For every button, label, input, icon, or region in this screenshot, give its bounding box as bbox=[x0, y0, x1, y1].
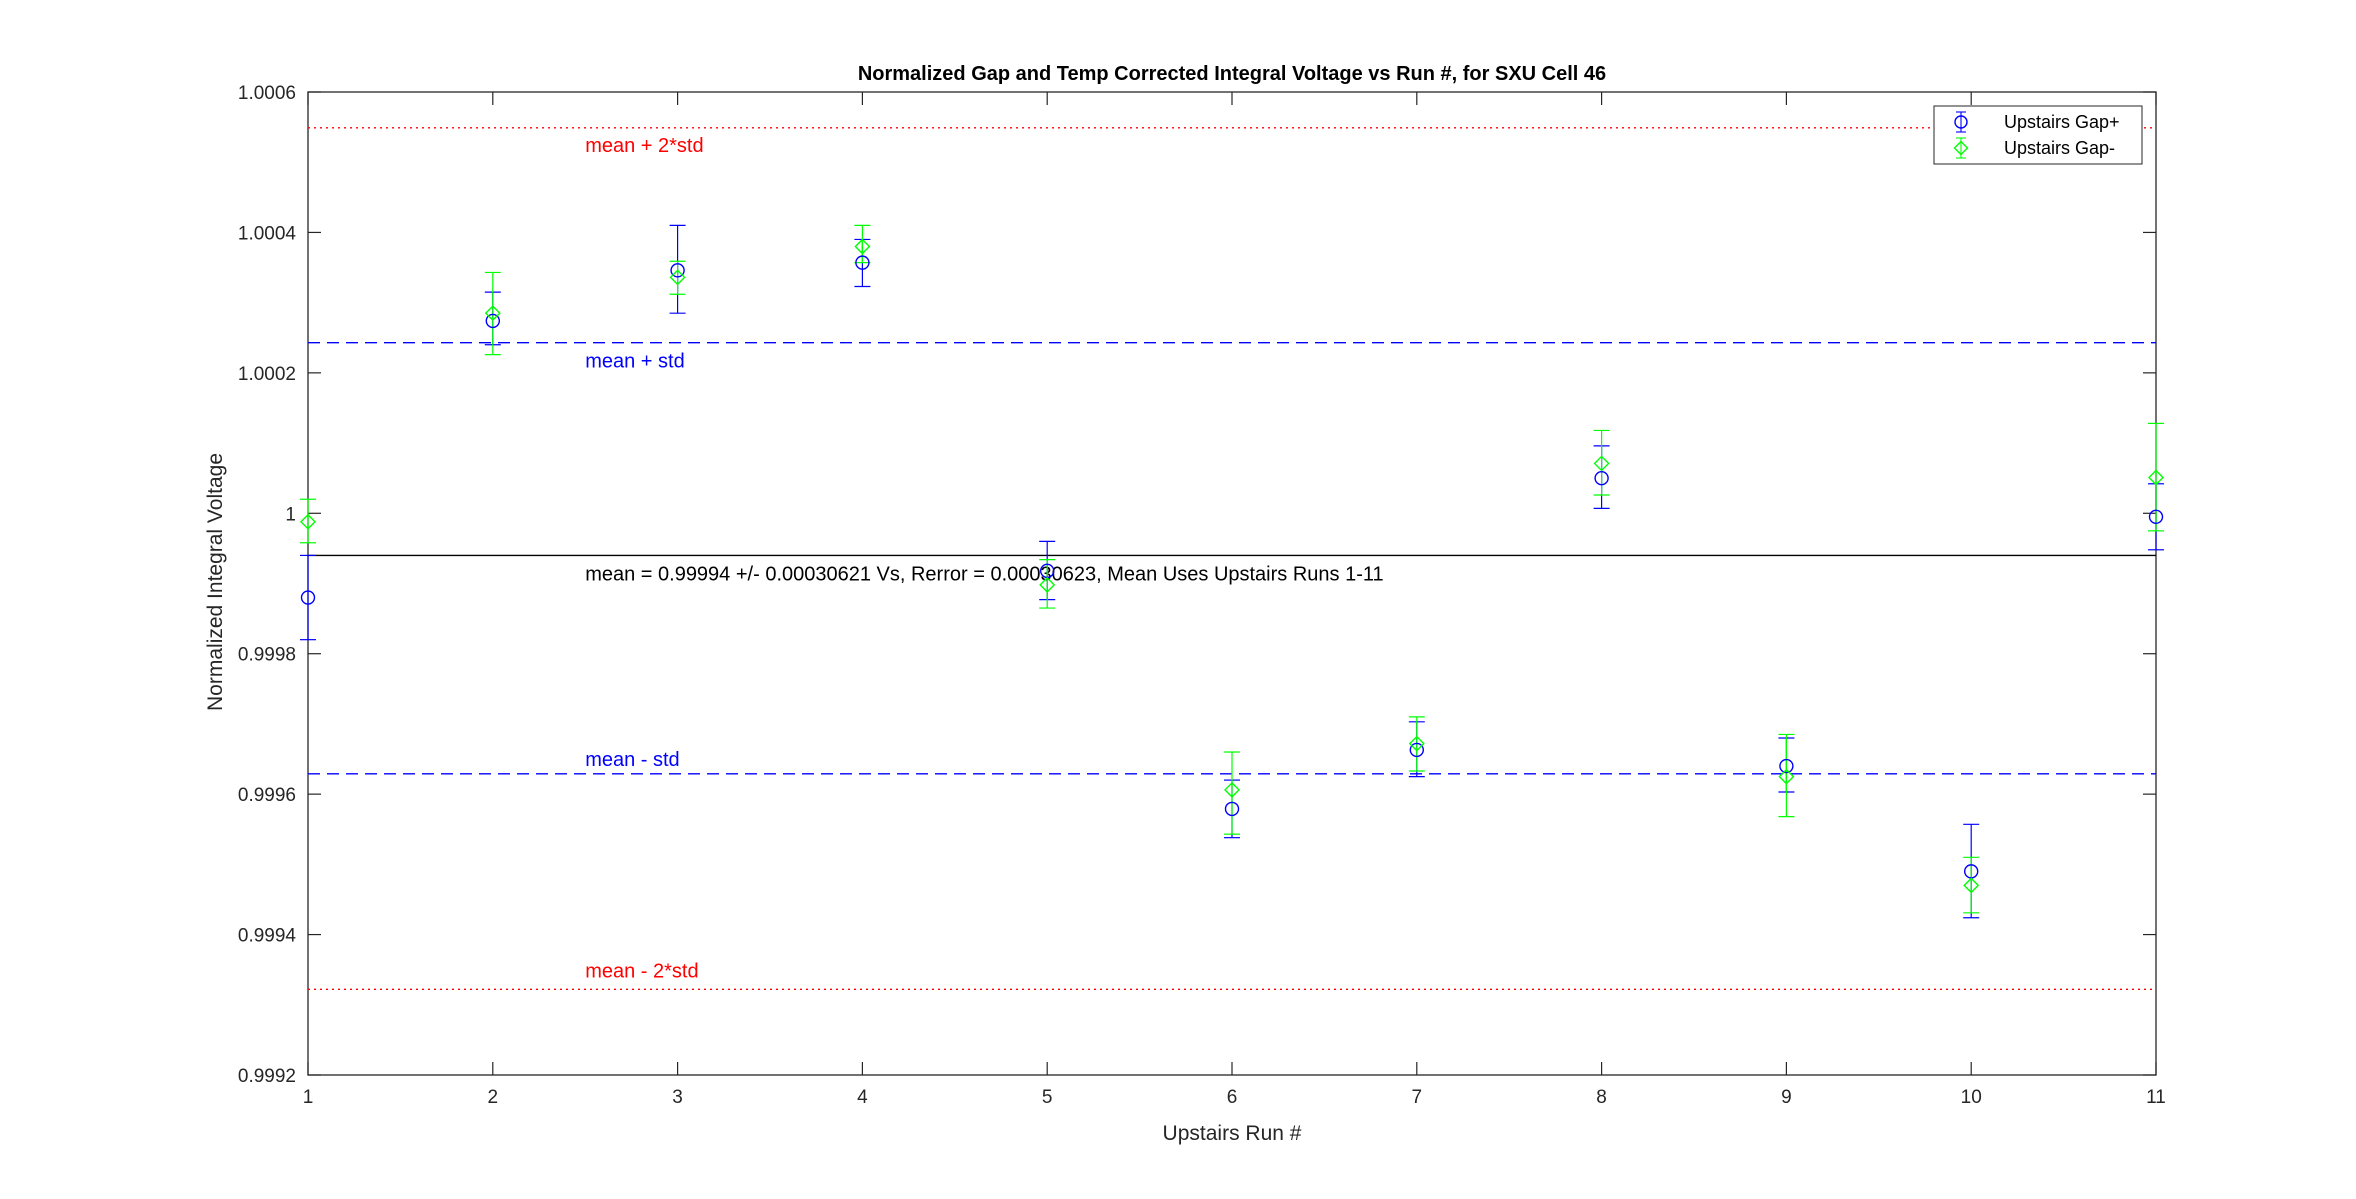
x-tick-label: 6 bbox=[1227, 1087, 1238, 1108]
y-tick-label: 0.9992 bbox=[238, 1066, 296, 1087]
gap-plus-point bbox=[1779, 758, 1794, 774]
gap-minus-point bbox=[1408, 735, 1425, 752]
mean-plus-std-label: mean + std bbox=[585, 351, 685, 373]
gap-plus-point bbox=[485, 313, 500, 329]
gap-plus-point bbox=[2148, 509, 2164, 524]
gap-plus-point bbox=[670, 263, 685, 278]
legend-box bbox=[1933, 105, 2143, 165]
gap-minus-point bbox=[669, 269, 686, 286]
x-tick-label: 10 bbox=[1961, 1087, 1982, 1108]
x-axis-label: Upstairs Run # bbox=[1163, 1122, 1302, 1145]
gap-minus-point bbox=[300, 513, 316, 530]
mean-label: mean = 0.99994 +/- 0.00030621 Vs, Rerror… bbox=[585, 563, 1383, 585]
gap-minus-point bbox=[484, 305, 501, 322]
legend: Upstairs Gap+ Upstairs Gap- bbox=[1933, 105, 2143, 165]
gap-minus-point bbox=[854, 238, 871, 255]
gap-plus-point bbox=[1594, 470, 1609, 486]
y-axis-label: Normalized Integral Voltage bbox=[204, 453, 227, 711]
gap-minus-point bbox=[1593, 455, 1610, 472]
x-tick-label: 11 bbox=[2146, 1087, 2166, 1108]
y-tick-label: 1.0002 bbox=[238, 364, 296, 385]
gap-minus-point bbox=[1039, 576, 1056, 593]
legend-gap-minus-label: Upstairs Gap- bbox=[2004, 138, 2115, 158]
plot-area: 1 2 3 4 5 6 7 8 9 10 11 0.9992 0.9994 0.9996 0.9998 1 1.… bbox=[238, 83, 2166, 1108]
gap-minus-point bbox=[1963, 877, 1980, 894]
chart-title: Normalized Gap and Temp Corrected Integr… bbox=[858, 63, 1606, 85]
y-tick-label: 1 bbox=[285, 504, 296, 525]
x-tick-label: 3 bbox=[672, 1087, 683, 1108]
legend-gap-plus-marker bbox=[1954, 115, 1968, 129]
x-tick-label: 1 bbox=[303, 1087, 314, 1108]
gap-minus-point bbox=[1778, 768, 1795, 785]
gap-plus-point bbox=[1224, 801, 1240, 817]
y-tick-label: 1.0006 bbox=[238, 83, 296, 104]
legend-gap-minus-marker bbox=[1953, 140, 1969, 156]
y-tick-label: 0.9998 bbox=[238, 645, 296, 666]
x-tick-label: 4 bbox=[857, 1087, 868, 1108]
mean-plus-2std-label: mean + 2*std bbox=[585, 135, 703, 157]
x-tick-label: 5 bbox=[1042, 1087, 1053, 1108]
gap-minus-point bbox=[1224, 781, 1240, 798]
x-tick-label: 9 bbox=[1781, 1087, 1792, 1108]
legend-gap-plus-label: Upstairs Gap+ bbox=[2004, 112, 2120, 132]
x-tick-label: 7 bbox=[1412, 1087, 1423, 1108]
mean-minus-std-label: mean - std bbox=[585, 749, 679, 771]
gap-minus-point bbox=[2148, 469, 2164, 486]
y-tick-label: 1.0004 bbox=[238, 223, 297, 244]
gap-plus-point bbox=[855, 255, 870, 270]
x-tick-label: 8 bbox=[1596, 1087, 1607, 1108]
mean-minus-2std-label: mean - 2*std bbox=[585, 960, 698, 982]
y-tick-label: 0.9996 bbox=[238, 785, 296, 806]
y-tick-label: 0.9994 bbox=[238, 926, 297, 947]
gap-plus-point bbox=[1409, 742, 1425, 758]
gap-plus-point bbox=[300, 590, 316, 605]
x-tick-label: 2 bbox=[488, 1087, 499, 1108]
